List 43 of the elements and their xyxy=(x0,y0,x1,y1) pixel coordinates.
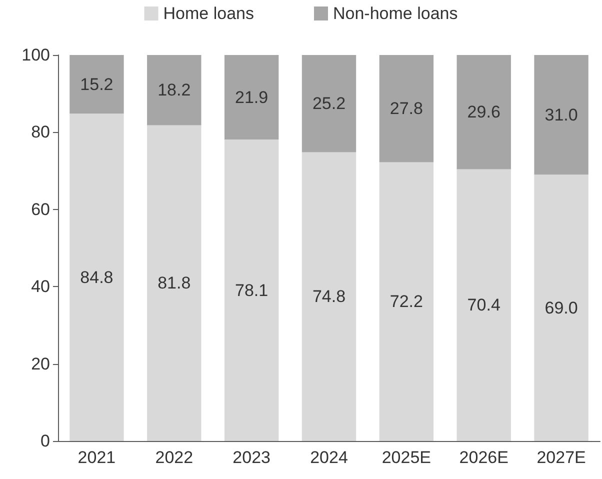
y-tick-label: 100 xyxy=(22,46,50,64)
data-label: 81.8 xyxy=(158,274,191,293)
data-label: 70.4 xyxy=(467,296,500,315)
y-tick-label: 40 xyxy=(31,277,50,296)
x-tick-label: 2022 xyxy=(155,448,194,467)
bar xyxy=(534,174,588,441)
bar xyxy=(379,162,434,441)
data-label: 21.9 xyxy=(235,88,268,107)
data-label: 25.2 xyxy=(312,94,346,114)
x-tick-label: 2021 xyxy=(78,448,116,467)
x-tick-label: 2023 xyxy=(232,448,270,467)
bar xyxy=(70,55,124,114)
bar xyxy=(456,55,511,170)
bar xyxy=(456,169,511,441)
data-label: 72.2 xyxy=(390,292,423,312)
data-label: 29.6 xyxy=(467,102,500,122)
data-label: 15.2 xyxy=(80,74,114,94)
data-label: 27.8 xyxy=(390,99,423,118)
y-tick-label: 80 xyxy=(31,122,50,142)
x-tick-label: 2025E xyxy=(382,448,432,467)
y-tick-label: 0 xyxy=(40,432,50,450)
bar xyxy=(147,125,202,441)
data-label: 78.1 xyxy=(235,280,268,300)
legend-label: Home loans xyxy=(163,4,254,23)
bar xyxy=(70,114,124,441)
bar xyxy=(534,55,588,175)
x-tick-label: 2027E xyxy=(536,448,586,467)
bar xyxy=(302,55,356,152)
data-label: 18.2 xyxy=(158,80,191,100)
bar xyxy=(224,140,279,441)
x-tick-label: 2024 xyxy=(310,448,348,467)
data-label: 74.8 xyxy=(312,287,346,306)
y-tick-label: 20 xyxy=(31,354,50,374)
x-tick-label: 2026E xyxy=(459,448,508,467)
bar xyxy=(224,55,279,140)
data-label: 84.8 xyxy=(80,268,114,287)
y-tick-label: 60 xyxy=(31,200,50,219)
bar xyxy=(302,152,356,441)
data-label: 69.0 xyxy=(544,298,578,318)
bar xyxy=(147,55,202,126)
bar xyxy=(379,55,434,162)
data-label: 31.0 xyxy=(544,105,578,124)
legend-label: Non-home loans xyxy=(332,4,458,23)
